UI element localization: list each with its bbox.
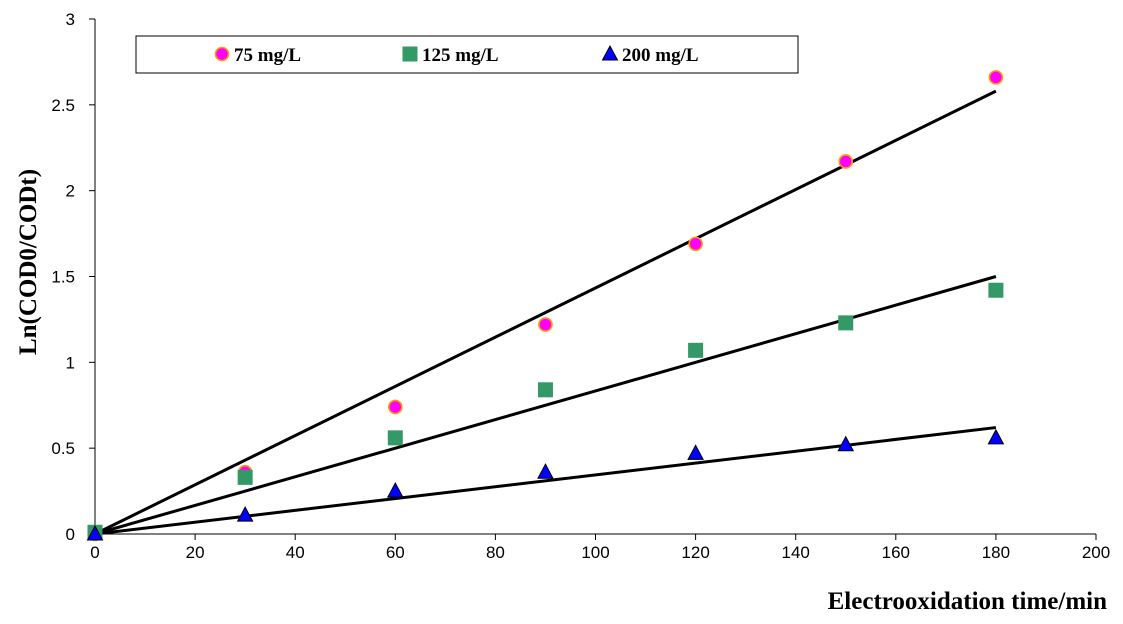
- x-tick-label: 100: [581, 543, 609, 562]
- y-tick-label: 0.5: [51, 439, 75, 458]
- data-point: [537, 382, 553, 398]
- data-point: [538, 317, 553, 332]
- axes: 0 0.5 1 1.5 2 2.5 3 0 20 40 60 80 100 120 140 160 180 200: [51, 10, 1110, 562]
- data-point: [838, 315, 854, 331]
- y-tick-label: 2.5: [51, 96, 75, 115]
- legend-box: [135, 35, 799, 74]
- data-point: [688, 236, 703, 252]
- x-tick-label: 200: [1082, 543, 1110, 562]
- x-tick-label: 120: [681, 543, 709, 562]
- legend-marker: [214, 46, 230, 62]
- x-tick-label: 140: [782, 543, 810, 562]
- legend-marker: [402, 46, 418, 62]
- data-point: [387, 430, 403, 446]
- x-tick-label: 0: [90, 543, 99, 562]
- x-tick-label: 160: [882, 543, 910, 562]
- legend-label: 200 mg/L: [622, 45, 699, 66]
- y-tick-label: 2: [66, 182, 75, 201]
- trend-line: [94, 275, 997, 536]
- data-point: [236, 506, 254, 522]
- data-point: [386, 482, 404, 498]
- data-point: [988, 282, 1004, 298]
- trend-line: [94, 426, 997, 536]
- data-markers: [86, 70, 1005, 542]
- data-point: [988, 70, 1004, 85]
- data-point: [537, 463, 554, 479]
- y-tick-label: 3: [66, 10, 75, 29]
- x-tick-label: 180: [982, 543, 1010, 562]
- x-tick-label: 20: [186, 543, 205, 562]
- x-axis-title: Electrooxidation time/min: [828, 588, 1107, 615]
- legend-label: 75 mg/L: [234, 45, 301, 66]
- x-tick-label: 60: [386, 543, 405, 562]
- y-axis-title: Ln(COD0/CODt): [15, 169, 42, 355]
- y-tick-label: 1: [66, 353, 75, 372]
- data-point: [688, 342, 704, 358]
- data-point: [837, 435, 855, 452]
- data-point: [387, 399, 403, 415]
- x-tick-label: 80: [486, 543, 505, 562]
- data-point: [987, 428, 1005, 445]
- y-tick-label: 0: [66, 525, 75, 544]
- x-tick-label: 40: [286, 543, 305, 562]
- legend: 75 mg/L 125 mg/L 200 mg/L: [135, 35, 799, 74]
- data-point: [687, 444, 704, 460]
- legend-marker: [601, 44, 619, 61]
- data-point: [86, 524, 104, 541]
- legend-label: 125 mg/L: [422, 45, 499, 66]
- y-tick-label: 1.5: [51, 268, 75, 287]
- data-point: [838, 154, 854, 169]
- data-point: [237, 469, 253, 485]
